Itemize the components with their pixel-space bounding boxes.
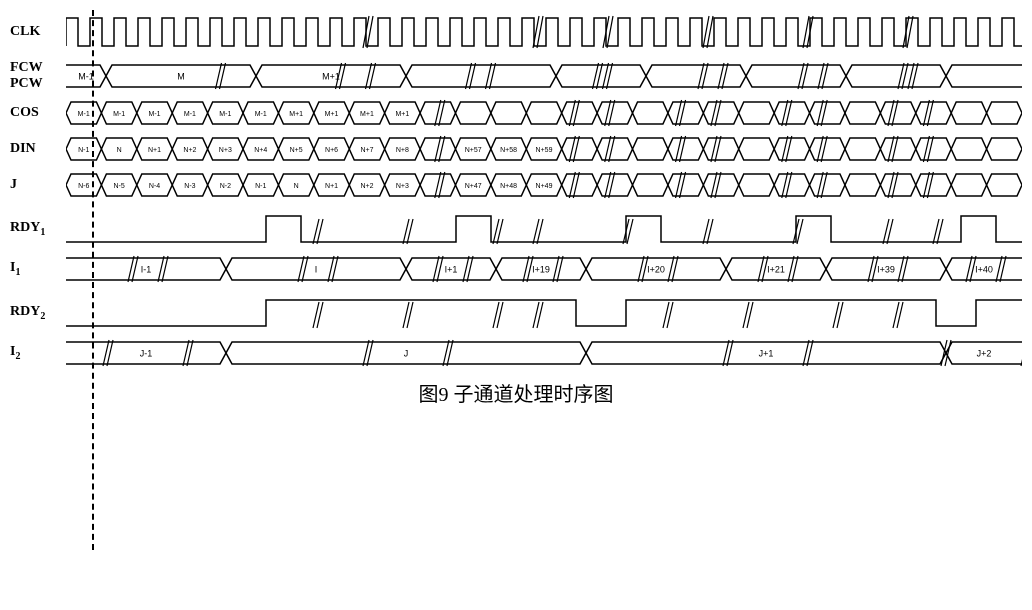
label-i2: I2: [10, 344, 66, 362]
svg-text:M-1: M-1: [219, 111, 231, 118]
svg-text:M-1: M-1: [78, 111, 90, 118]
svg-text:N+1: N+1: [325, 183, 338, 190]
svg-text:N+57: N+57: [465, 147, 482, 154]
row-i1: I1 I-1 I I+1 I+19 I+20 I+21 I+39 I+40: [10, 254, 1022, 284]
svg-text:M-1: M-1: [184, 111, 196, 118]
svg-text:M+1: M+1: [289, 111, 303, 118]
svg-text:N: N: [294, 183, 299, 190]
svg-text:N+5: N+5: [290, 147, 303, 154]
label-fcw: FCW PCW: [10, 60, 66, 92]
waveform-fcw: M-1MM+1: [66, 61, 1022, 91]
svg-text:N-1: N-1: [255, 183, 266, 190]
timing-diagram: CLK FCW PCW M-1MM+1 COS M-1M-1M-1M-1M-1M…: [10, 10, 1022, 407]
svg-text:N+47: N+47: [465, 183, 482, 190]
svg-text:J+2: J+2: [977, 348, 992, 358]
row-rdy2: RDY2: [10, 294, 1022, 332]
waveform-j: N-6 N-5 N-4 N-3 N-2 N-1 N N+1 N+2 N+3 N+47 N+48 N+49: [66, 170, 1022, 200]
svg-text:N+8: N+8: [396, 147, 409, 154]
svg-text:M+1: M+1: [360, 111, 374, 118]
waveform-cos: M-1 M-1 M-1 M-1 M-1 M-1 M+1 M+1 M+1 M+1: [66, 98, 1022, 128]
svg-text:J-1: J-1: [140, 348, 153, 358]
waveform-i1: I-1 I I+1 I+19 I+20 I+21 I+39 I+40: [66, 254, 1022, 284]
svg-text:N+48: N+48: [500, 183, 517, 190]
svg-text:M+1: M+1: [325, 111, 339, 118]
svg-text:I-1: I-1: [141, 264, 152, 274]
waveform-din: N-1 N N+1 N+2 N+3 N+4 N+5 N+6 N+7 N+8 N+57 N+58 N+59: [66, 134, 1022, 164]
svg-text:J: J: [404, 348, 409, 358]
svg-text:I: I: [315, 264, 318, 274]
row-rdy1: RDY1: [10, 210, 1022, 248]
svg-text:N+4: N+4: [254, 147, 267, 154]
svg-text:N-2: N-2: [220, 183, 231, 190]
waveform-clk: [66, 10, 1022, 54]
label-din: DIN: [10, 141, 66, 157]
svg-text:I+1: I+1: [445, 264, 458, 274]
waveform-rdy2: [66, 294, 1022, 332]
svg-text:N: N: [117, 147, 122, 154]
svg-text:N+59: N+59: [536, 147, 553, 154]
svg-text:N+6: N+6: [325, 147, 338, 154]
svg-text:N+2: N+2: [183, 147, 196, 154]
svg-text:M: M: [177, 71, 185, 81]
row-j: J N-6 N-5 N-4 N-3 N-2 N-1 N N+1 N+2 N+3 N+47 N+48 N+…: [10, 170, 1022, 200]
svg-text:N+58: N+58: [500, 147, 517, 154]
label-rdy2: RDY2: [10, 304, 66, 322]
row-din: DIN N-1 N N+1 N+2 N+3 N+4 N+5 N+6 N+7 N+8 N+57 N+58…: [10, 134, 1022, 164]
svg-text:I+39: I+39: [877, 264, 895, 274]
svg-text:I+21: I+21: [767, 264, 785, 274]
svg-text:N+49: N+49: [536, 183, 553, 190]
svg-text:M-1: M-1: [113, 111, 125, 118]
label-i1: I1: [10, 260, 66, 278]
row-clk: CLK: [10, 10, 1022, 54]
label-rdy1: RDY1: [10, 220, 66, 238]
label-clk: CLK: [10, 24, 66, 40]
reference-dashed-line: [92, 10, 94, 550]
figure-caption: 图9 子通道处理时序图: [10, 378, 1022, 407]
svg-text:I+19: I+19: [532, 264, 550, 274]
svg-text:M-1: M-1: [255, 111, 267, 118]
svg-text:N+2: N+2: [360, 183, 373, 190]
svg-text:N+1: N+1: [148, 147, 161, 154]
row-i2: I2 J-1 J J+1 J+2: [10, 338, 1022, 368]
svg-text:I+20: I+20: [647, 264, 665, 274]
label-cos: COS: [10, 105, 66, 121]
waveform-i2: J-1 J J+1 J+2: [66, 338, 1022, 368]
svg-text:N+3: N+3: [219, 147, 232, 154]
row-cos: COS M-1 M-1 M-1 M-1 M-1 M-1 M+1 M+1 M+1 M+1: [10, 98, 1022, 128]
svg-text:N-6: N-6: [78, 183, 89, 190]
svg-text:N-3: N-3: [184, 183, 195, 190]
row-fcw: FCW PCW M-1MM+1: [10, 60, 1022, 92]
waveform-rdy1: [66, 210, 1022, 248]
svg-text:M+1: M+1: [395, 111, 409, 118]
svg-text:N-4: N-4: [149, 183, 160, 190]
label-j: J: [10, 177, 66, 193]
svg-text:N+3: N+3: [396, 183, 409, 190]
svg-text:N+7: N+7: [360, 147, 373, 154]
svg-text:N-1: N-1: [78, 147, 89, 154]
svg-text:I+40: I+40: [975, 264, 993, 274]
svg-text:J+1: J+1: [759, 348, 774, 358]
svg-text:M-1: M-1: [148, 111, 160, 118]
svg-text:N-5: N-5: [113, 183, 124, 190]
